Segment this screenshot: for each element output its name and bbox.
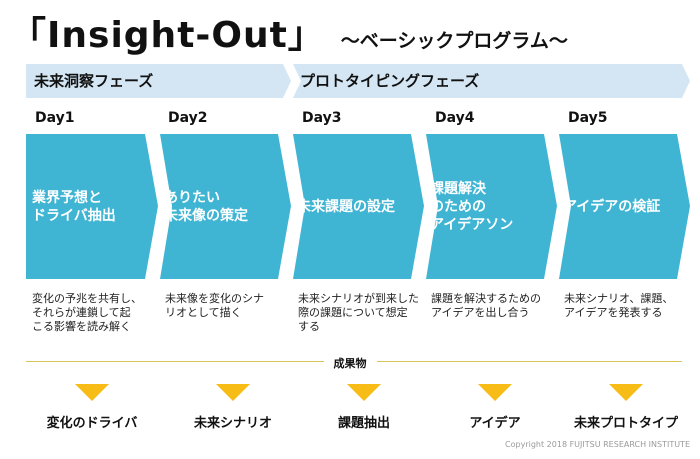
deliverable-5: 未来プロトタイプ [573, 416, 678, 431]
phase-bars [26, 64, 690, 98]
chevron-day1 [26, 134, 158, 279]
day5-description: 未来シナリオ、課題、 アイデアを発表する [564, 292, 674, 319]
day-label-2: Day2 [168, 110, 208, 126]
page-subtitle: ～ベーシックプログラム～ [340, 30, 568, 52]
triangle-marker-3 [347, 384, 381, 401]
chevron-day3-title: 未来課題の設定 [297, 198, 395, 215]
chevron-day3 [293, 134, 424, 279]
phase-bar-insight [26, 64, 291, 98]
chevron-day4 [426, 134, 557, 279]
chevron-day2 [160, 134, 291, 279]
chevron-day2-title: ありたい 未来像の策定 [164, 189, 248, 224]
phase-label-prototyping: プロトタイピングフェーズ [300, 72, 480, 90]
chevron-day5-title: アイデアの検証 [563, 198, 661, 215]
day4-description: 課題を解決するための アイデアを出し合う [431, 292, 541, 319]
deliverable-4: アイデア [469, 416, 521, 431]
deliverables-heading: 成果物 [323, 355, 377, 371]
title-row: 「Insight-Out」 ～ベーシックプログラム～ [10, 6, 568, 56]
chevron-day1-title: 業界予想と ドライバ抽出 [32, 189, 116, 224]
deliverables-heading-wrap: 成果物 [0, 352, 700, 371]
triangle-marker-2 [216, 384, 250, 401]
triangle-marker-4 [478, 384, 512, 401]
day3-description: 未来シナリオが到来した 際の課題について想定 する [298, 292, 419, 333]
phase-label-insight: 未来洞察フェーズ [34, 72, 154, 90]
chevron-day4-title: 課題解決 のための アイデアソン [430, 180, 514, 233]
chevron-day5 [559, 134, 690, 279]
phase-bar-prototyping [293, 64, 690, 98]
day-label-3: Day3 [302, 110, 342, 126]
triangle-marker-1 [75, 384, 109, 401]
chevron-row [26, 134, 690, 279]
day-label-5: Day5 [568, 110, 608, 126]
deliverable-2: 未来シナリオ [193, 416, 272, 431]
day-label-4: Day4 [435, 110, 475, 126]
triangle-marker-5 [609, 384, 643, 401]
deliverable-1: 変化のドライバ [46, 416, 138, 431]
deliverable-3: 課題抽出 [337, 416, 390, 431]
day2-description: 未来像を変化のシナ リオとして描く [165, 292, 264, 319]
day-label-1: Day1 [35, 110, 75, 126]
day1-description: 変化の予兆を共有し、 それらが連鎖して起 こる影響を読み解く [32, 292, 142, 333]
copyright-notice: Copyright 2018 FUJITSU RESEARCH INSTITUT… [505, 440, 690, 449]
page-title: 「Insight-Out」 [10, 15, 325, 56]
